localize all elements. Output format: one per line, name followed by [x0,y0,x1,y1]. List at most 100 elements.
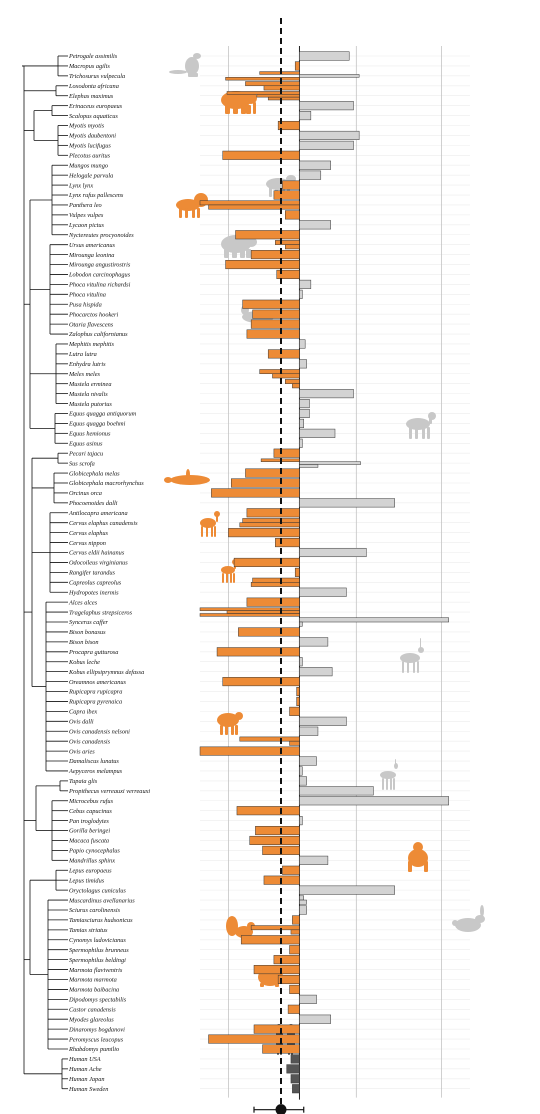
species-label: Plecotus auritus [68,153,111,160]
bar [242,518,300,523]
species-label: Lynx lynx [68,182,93,189]
bar [252,309,300,319]
bar [285,379,300,384]
deer-icon-part [200,518,216,528]
species-label: Myodes glareolus [68,1016,114,1023]
oryx-icon-part [407,661,409,673]
species-label: Tamias striatus [69,927,108,934]
bar [299,408,310,418]
species-label: Kobus leche [68,659,100,666]
species-label: Cervus elaphus [69,530,109,537]
bar [289,945,300,955]
chimp-icon [408,842,428,872]
species-label: Ovis canadensis nelsoni [69,728,130,735]
species-label: Aepyceros melampus [68,768,123,775]
bar [225,77,300,81]
rabbit-icon-part [455,918,481,932]
bar [299,498,395,508]
chimp-icon-part [408,861,412,872]
elephant-icon-part [245,92,257,104]
species-label: Orcinus orca [69,490,102,497]
species-label: Mirounga angustirostris [68,262,131,269]
lion-icon [176,193,208,218]
bar [250,250,300,260]
species-label: Dinaromys bogdanovi [68,1026,125,1033]
chimp-icon-part [424,861,428,872]
kangaroo-icon-part [193,53,201,59]
bar [208,1034,300,1044]
species-label: Odocoileus virginianus [69,560,128,567]
bar [299,339,306,349]
bar [233,557,300,567]
species-label: Cebus capucinus [69,808,112,815]
species-label: Spermophilus brunneus [69,947,129,954]
bar [259,71,300,75]
lion-icon-part [192,208,195,218]
species-label: Bison bison [69,639,99,646]
species-label: Marmota marmota [68,977,117,984]
bar [289,706,300,716]
species-label: Ursus americanus [69,242,116,249]
horse-icon-part [409,427,412,439]
deer-icon [200,511,220,537]
species-label: Mustela nivalis [68,391,108,398]
elephant-icon-part [241,105,246,114]
bar [236,806,300,816]
elephant-icon-part [225,105,230,114]
species-label: Mirounga leonina [68,252,114,259]
bar [299,51,350,61]
bar [245,468,300,478]
kangaroo-icon-part [185,57,199,75]
species-label: Ovis dalli [69,719,94,726]
species-label: Oryctolagus cuniculus [69,887,126,894]
horse-icon [406,412,436,439]
species-label: Peromyscus leucopus [68,1036,124,1043]
bar [208,204,300,210]
bar [250,582,300,587]
bar [256,94,300,98]
species-label: Mungos mungo [68,162,108,169]
marmot-icon-part [260,983,264,987]
bear-icon [221,235,257,258]
bar [299,637,329,647]
species-label: Enhydra lutris [68,361,106,368]
species-label: Tupaia glis [69,778,98,785]
orca-icon-part [170,475,210,485]
bar [299,428,336,438]
species-label: Lobodon carcinophagus [68,272,131,279]
bar [259,369,300,375]
species-label: Pusa hispida [68,301,102,308]
species-label: Myotis daubentoni [68,133,116,140]
sheep-icon-part [235,712,243,720]
bar [289,740,300,746]
bar [211,488,300,498]
lion-icon-part [179,208,182,218]
bar [299,220,331,230]
bar [299,140,354,150]
rabbit-icon-part [480,905,484,917]
species-label: Capreolus capreolus [69,579,122,586]
species-label: Sciurus carolinensis [69,907,121,914]
bar [299,994,317,1004]
bar [253,1024,300,1034]
kangaroo-icon-part [169,70,187,74]
species-label: Petrogale assimilis [68,53,118,60]
lion-icon-part [185,208,188,218]
species-label: Trichosurus vulpecula [69,73,125,80]
bar [299,1014,331,1024]
bar [285,210,300,220]
species-label: Erinaceus europaeus [68,103,123,110]
elephant-icon-part [221,91,251,109]
bar [238,627,300,637]
bear-icon-part [240,249,245,258]
species-label: Damaliscus lunatus [68,758,119,765]
fawn-icon [221,559,238,583]
species-label: Procapra gutturosa [68,649,118,656]
bar [299,418,304,428]
species-label: Dipodomys spectabilis [68,997,127,1004]
bar [299,617,449,623]
species-label: Muscardinus avellanarius [68,897,135,904]
bar [273,955,300,965]
bar [286,1064,300,1074]
bar [242,299,300,309]
